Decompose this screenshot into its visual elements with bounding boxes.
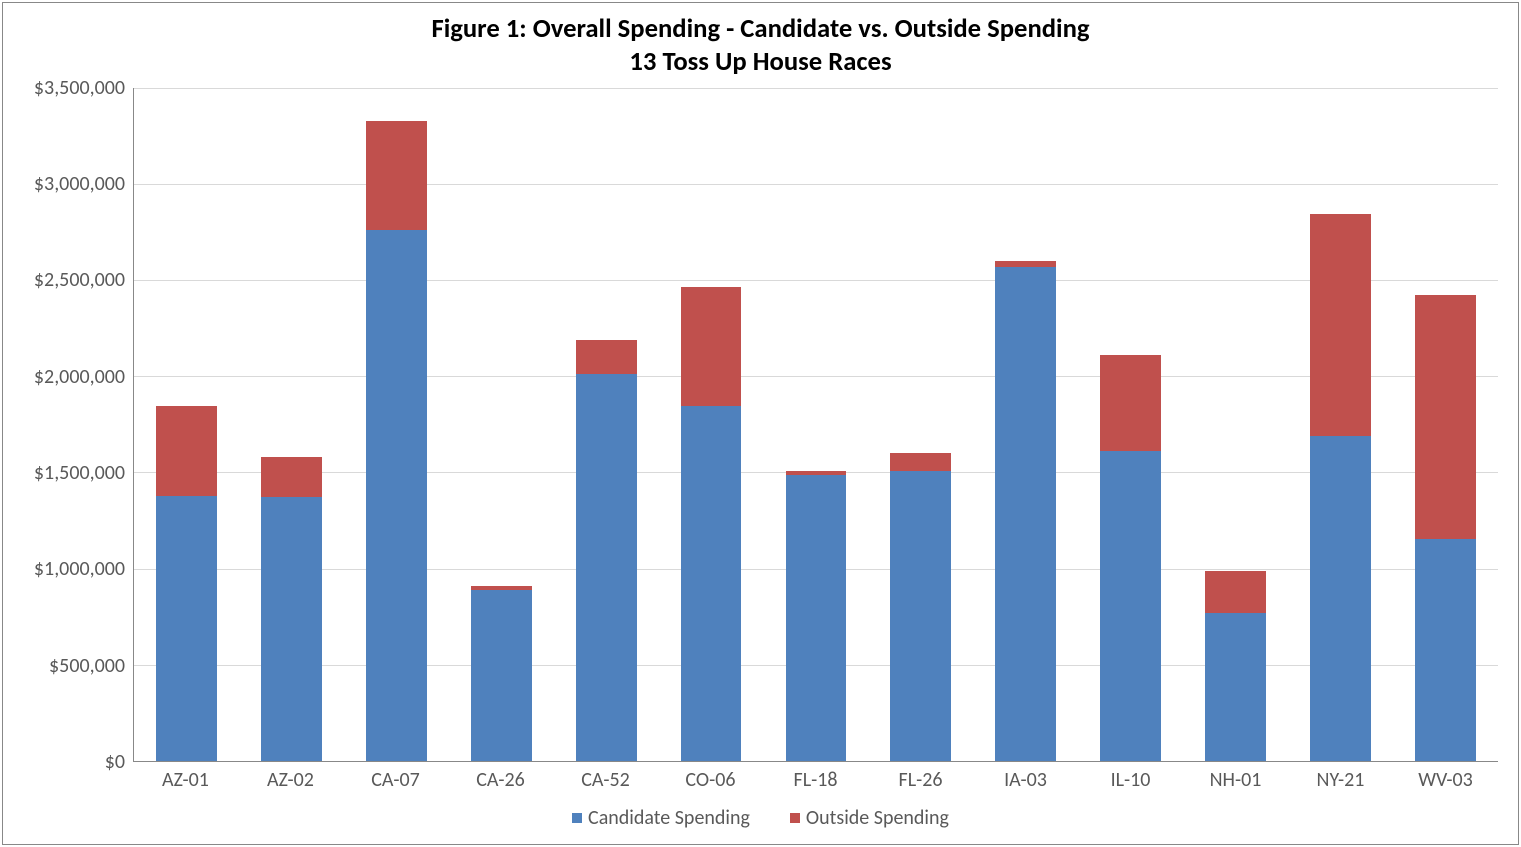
- y-tick-label: $0: [105, 750, 125, 774]
- bar: [1100, 88, 1161, 761]
- x-tick-label: IA-03: [973, 768, 1078, 792]
- chart-container: Figure 1: Overall Spending - Candidate v…: [2, 2, 1519, 845]
- bar-segment-candidate: [995, 267, 1056, 761]
- bar-slot: [1183, 88, 1288, 761]
- chart-title: Figure 1: Overall Spending - Candidate v…: [23, 13, 1498, 80]
- bar-segment-outside: [156, 406, 217, 495]
- x-tick-label: FL-18: [763, 768, 868, 792]
- bar-segment-candidate: [786, 475, 847, 761]
- bar-segment-outside: [1205, 571, 1266, 613]
- legend-label: Outside Spending: [806, 806, 949, 830]
- bars: [134, 88, 1498, 761]
- x-tick-label: AZ-01: [133, 768, 238, 792]
- bar: [156, 88, 217, 761]
- x-tick-label: FL-26: [868, 768, 973, 792]
- bar: [261, 88, 322, 761]
- bar-slot: [554, 88, 659, 761]
- bar-segment-candidate: [1415, 539, 1476, 761]
- bar-segment-candidate: [366, 230, 427, 761]
- y-tick-label: $3,500,000: [34, 76, 125, 100]
- bar-segment-outside: [366, 121, 427, 230]
- bar-slot: [449, 88, 554, 761]
- bar-slot: [659, 88, 764, 761]
- x-axis-row: AZ-01AZ-02CA-07CA-26CA-52CO-06FL-18FL-26…: [23, 762, 1498, 792]
- bar-slot: [344, 88, 449, 761]
- bar: [576, 88, 637, 761]
- bar-segment-candidate: [471, 590, 532, 761]
- bar: [890, 88, 951, 761]
- legend-item: Candidate Spending: [572, 806, 750, 830]
- y-tick-label: $1,000,000: [34, 557, 125, 581]
- bar-slot: [134, 88, 239, 761]
- bar: [786, 88, 847, 761]
- bar: [995, 88, 1056, 761]
- bar-segment-outside: [1415, 295, 1476, 538]
- bar-slot: [973, 88, 1078, 761]
- bar-segment-candidate: [890, 471, 951, 761]
- x-tick-label: CA-26: [448, 768, 553, 792]
- bar: [471, 88, 532, 761]
- y-tick-label: $1,500,000: [34, 461, 125, 485]
- y-tick-label: $2,000,000: [34, 365, 125, 389]
- bar-segment-candidate: [681, 406, 742, 761]
- bar-slot: [1288, 88, 1393, 761]
- legend-swatch: [572, 813, 582, 823]
- bar-segment-candidate: [576, 374, 637, 761]
- x-tick-label: WV-03: [1393, 768, 1498, 792]
- bar-segment-candidate: [1310, 436, 1371, 761]
- y-tick-label: $500,000: [49, 654, 125, 678]
- legend-item: Outside Spending: [790, 806, 949, 830]
- bar-segment-outside: [261, 457, 322, 497]
- bar-segment-candidate: [1100, 451, 1161, 761]
- x-tick-label: IL-10: [1078, 768, 1183, 792]
- chart-title-line2: 13 Toss Up House Races: [23, 46, 1498, 79]
- bar-segment-candidate: [261, 497, 322, 761]
- x-tick-label: CA-07: [343, 768, 448, 792]
- x-tick-label: NY-21: [1288, 768, 1393, 792]
- bar-segment-outside: [1310, 214, 1371, 436]
- bar: [366, 88, 427, 761]
- y-tick-label: $2,500,000: [34, 268, 125, 292]
- bar: [681, 88, 742, 761]
- bar: [1205, 88, 1266, 761]
- bar-slot: [1078, 88, 1183, 761]
- x-axis: AZ-01AZ-02CA-07CA-26CA-52CO-06FL-18FL-26…: [133, 768, 1498, 792]
- bar-segment-outside: [890, 453, 951, 470]
- bar-segment-outside: [1100, 355, 1161, 451]
- plot-area: [133, 88, 1498, 762]
- plot-row: $3,500,000$3,000,000$2,500,000$2,000,000…: [23, 88, 1498, 762]
- bar: [1310, 88, 1371, 761]
- bar-slot: [1393, 88, 1498, 761]
- bar-segment-outside: [681, 287, 742, 406]
- chart-title-line1: Figure 1: Overall Spending - Candidate v…: [23, 13, 1498, 46]
- x-tick-label: CO-06: [658, 768, 763, 792]
- legend-label: Candidate Spending: [588, 806, 750, 830]
- legend-swatch: [790, 813, 800, 823]
- y-tick-label: $3,000,000: [34, 172, 125, 196]
- legend: Candidate Spending Outside Spending: [23, 806, 1498, 830]
- bar-segment-candidate: [1205, 613, 1266, 761]
- x-tick-label: AZ-02: [238, 768, 343, 792]
- bar-segment-candidate: [156, 496, 217, 761]
- x-tick-label: NH-01: [1183, 768, 1288, 792]
- bar-segment-outside: [576, 340, 637, 375]
- y-axis: $3,500,000$3,000,000$2,500,000$2,000,000…: [23, 88, 133, 762]
- bar-slot: [868, 88, 973, 761]
- x-tick-label: CA-52: [553, 768, 658, 792]
- bar: [1415, 88, 1476, 761]
- bar-slot: [764, 88, 869, 761]
- bar-slot: [239, 88, 344, 761]
